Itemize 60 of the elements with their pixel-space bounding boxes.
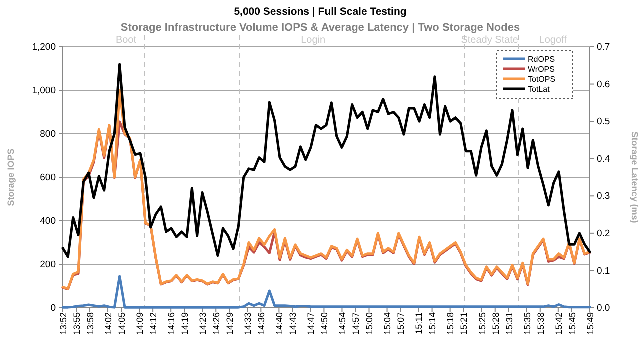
y2-tick-label: 0.2 xyxy=(597,228,610,240)
x-tick-label: 14:09 xyxy=(134,312,145,336)
chart-title: 5,000 Sessions | Full Scale Testing xyxy=(234,6,407,18)
x-tick-label: 15:14 xyxy=(428,312,438,336)
x-tick-label: 15:00 xyxy=(364,312,375,336)
legend-label: RdOPS xyxy=(528,55,556,64)
line-series xyxy=(62,63,592,258)
x-tick-label: 14:57 xyxy=(351,312,362,336)
x-tick-label: 14:50 xyxy=(320,312,330,336)
x-tick-label: 15:04 xyxy=(382,312,393,336)
x-tick-label: 14:47 xyxy=(306,312,316,336)
y2-tick-label: 0.1 xyxy=(597,266,610,277)
x-tick-label: 15:18 xyxy=(446,312,456,336)
x-tick-label: 13:55 xyxy=(72,312,82,336)
y-tick-label: 400 xyxy=(40,216,56,228)
x-tick-label: 15:11 xyxy=(414,312,424,334)
x-tick-label: 14:12 xyxy=(148,312,158,336)
legend-label: TotLat xyxy=(528,85,551,94)
y2-tick-label: 0.4 xyxy=(597,154,610,165)
x-tick-label: 15:38 xyxy=(536,312,546,336)
x-tick-label: 15:42 xyxy=(554,312,564,336)
x-tick-label: 15:21 xyxy=(459,312,470,336)
y2-tick-label: 0.7 xyxy=(597,42,610,54)
y2-tick-label: 0.6 xyxy=(597,79,610,90)
x-tick-label: 14:05 xyxy=(116,312,127,336)
x-tick-label: 15:49 xyxy=(585,312,596,336)
y-tick-label: 0 xyxy=(50,303,56,314)
x-tick-label: 14:29 xyxy=(225,312,236,336)
legend-label: TotOPS xyxy=(528,75,556,84)
legend-label: WrOPS xyxy=(528,65,555,74)
y-tick-label: 800 xyxy=(40,129,56,140)
x-tick-label: 15:07 xyxy=(396,312,406,336)
x-tick-label: 14:02 xyxy=(103,312,114,336)
x-tick-label: 13:52 xyxy=(58,312,68,336)
x-tick-label: 14:19 xyxy=(180,312,190,336)
y2-axis-title: Storage Latency (ms) xyxy=(630,132,640,224)
x-tick-label: 14:43 xyxy=(288,312,298,336)
x-tick-label: 15:28 xyxy=(490,312,501,336)
x-tick-label: 14:23 xyxy=(198,312,208,336)
x-tick-label: 15:31 xyxy=(504,312,514,336)
y2-tick-label: 0.0 xyxy=(597,303,610,314)
x-tick-label: 15:35 xyxy=(522,312,532,336)
y-tick-label: 600 xyxy=(40,172,56,184)
x-tick-label: 15:25 xyxy=(477,312,488,336)
x-tick-label: 14:33 xyxy=(243,312,254,336)
x-tick-label: 14:26 xyxy=(212,312,222,336)
x-tick-label: 15:45 xyxy=(567,312,578,336)
y-tick-label: 1,000 xyxy=(32,86,56,97)
y-tick-label: 200 xyxy=(40,260,56,271)
y-axis-title: Storage IOPS xyxy=(6,148,16,206)
x-tick-label: 14:40 xyxy=(274,312,285,336)
x-tick-label: 14:36 xyxy=(256,312,267,336)
line-series xyxy=(62,275,592,309)
x-tick-label: 14:54 xyxy=(338,312,348,336)
x-tick-label: 13:58 xyxy=(85,312,96,336)
x-tick-label: 14:16 xyxy=(166,312,176,336)
y2-tick-label: 0.5 xyxy=(597,116,610,128)
y2-tick-label: 0.3 xyxy=(597,191,610,202)
y-tick-label: 1,200 xyxy=(32,42,56,54)
chart-subtitle: Storage Infrastructure Volume IOPS & Average Latency | Two Storage Nodes xyxy=(120,22,520,34)
